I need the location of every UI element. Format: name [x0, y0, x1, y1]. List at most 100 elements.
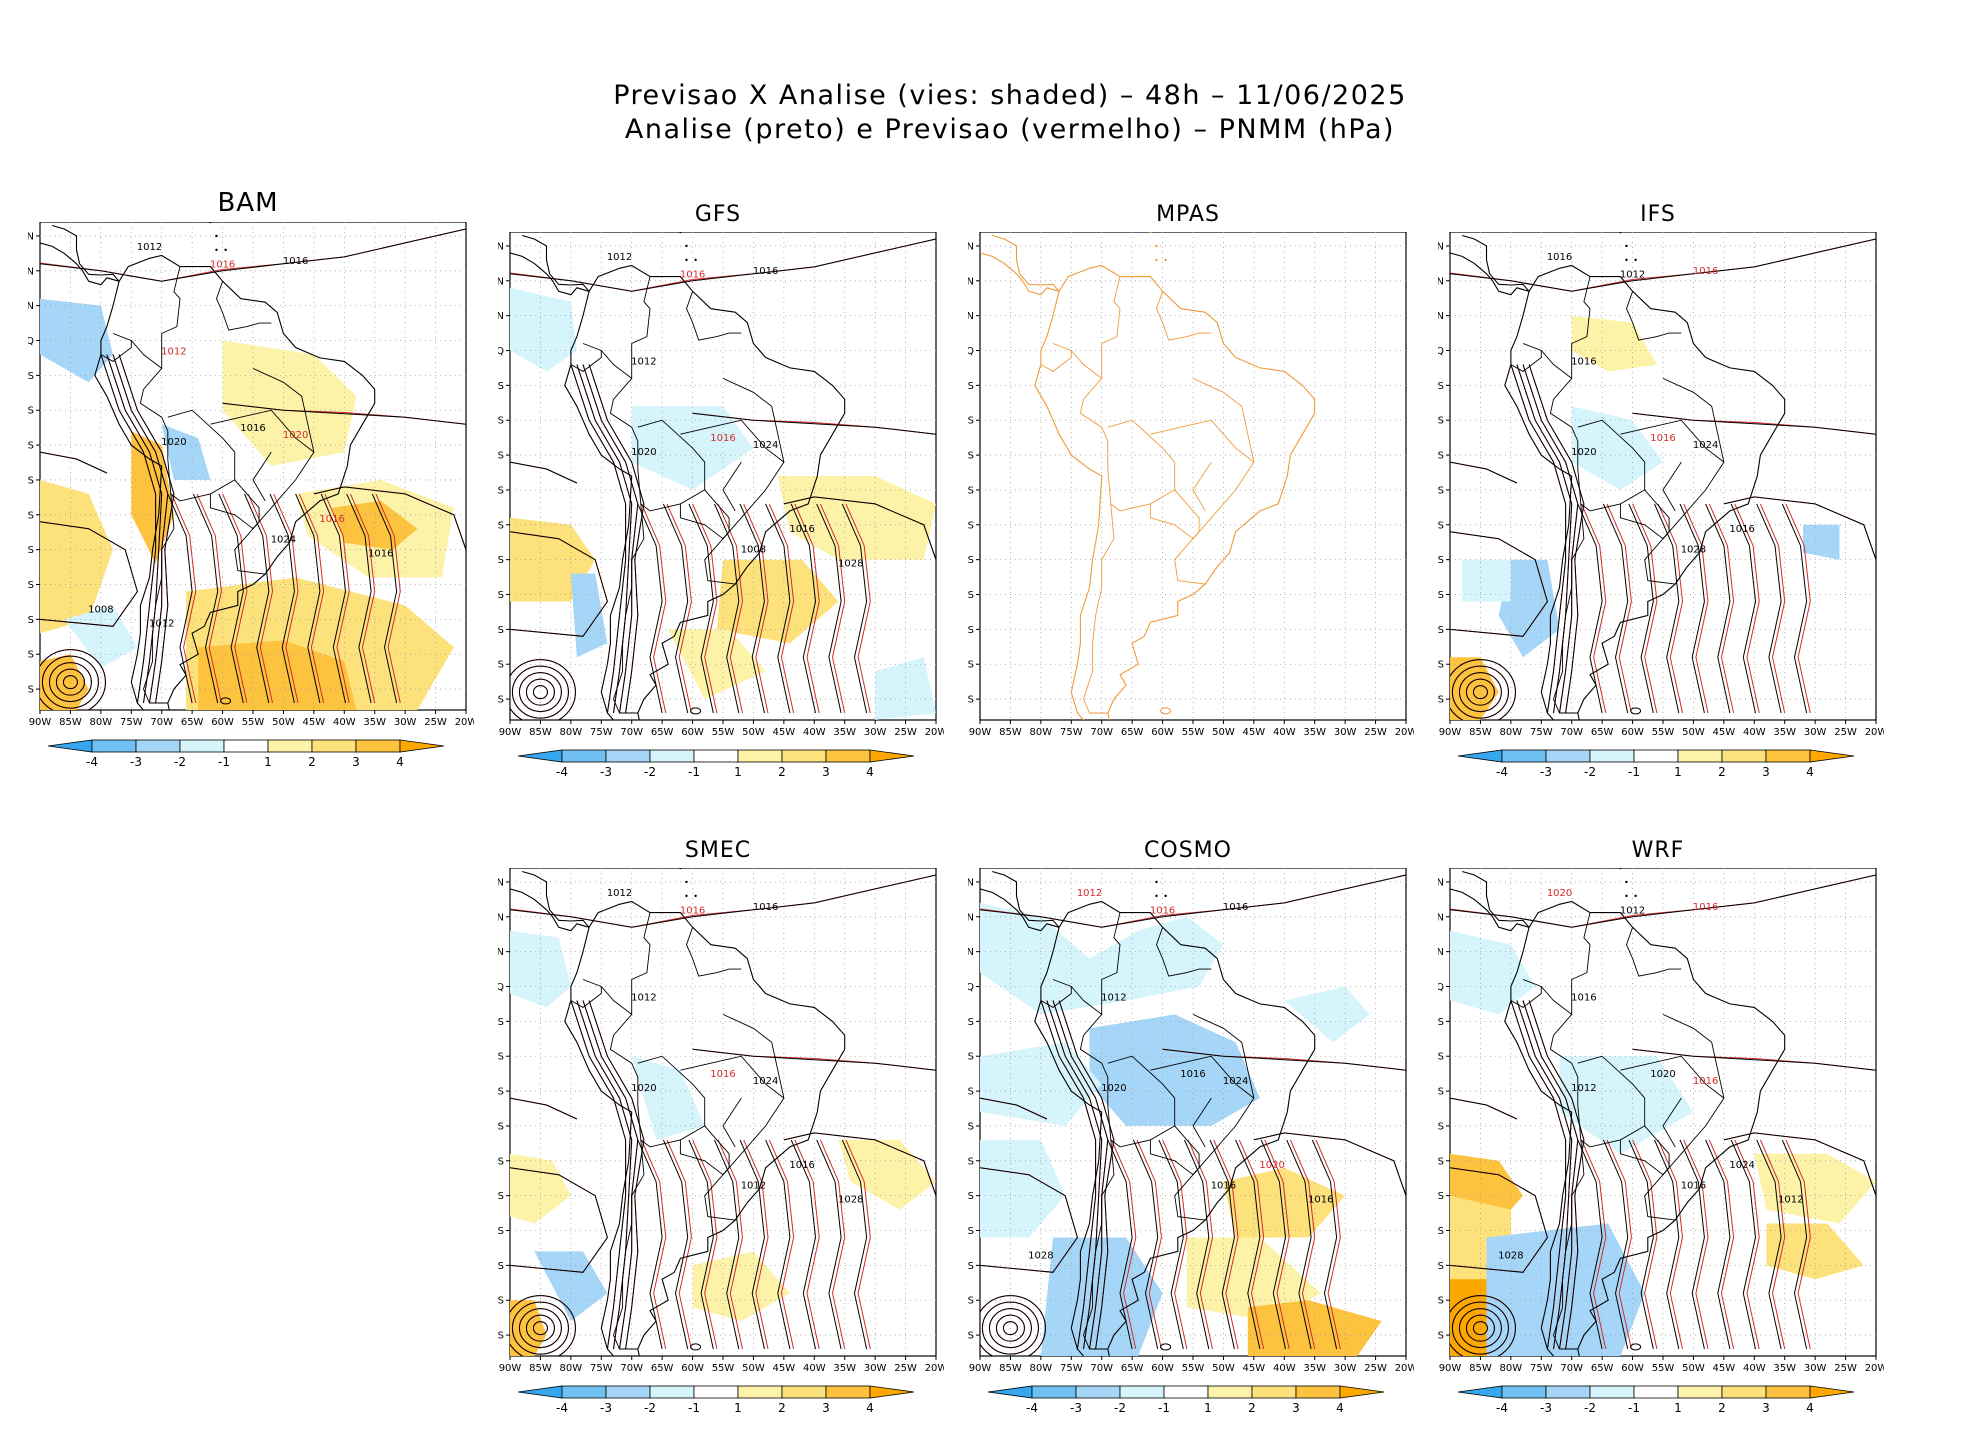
lon-tick-label: 85W — [999, 727, 1022, 738]
country-border — [1149, 489, 1200, 540]
panel-title: GFS — [694, 202, 742, 227]
country-border — [613, 503, 645, 714]
isobar-label: 1012 — [161, 346, 186, 357]
colorbar-label: 3 — [1292, 1401, 1300, 1415]
lat-tick-label: 10S — [968, 1052, 974, 1063]
lat-tick-label: 5N — [968, 947, 974, 958]
colorbar-segment — [1809, 749, 1855, 763]
colorbar-label: 1 — [1674, 765, 1682, 779]
map-panel-mpas: MPAS 15N 10N 5N EQ 5S 10S 15S 20S 25S 30S 35S 40S 45… — [968, 202, 1414, 742]
island — [215, 248, 218, 252]
lat-tick-label: 30S — [1438, 1191, 1444, 1202]
colorbar-segment — [1677, 1385, 1723, 1399]
island — [1634, 258, 1637, 262]
lon-tick-label: 65W — [1121, 727, 1144, 738]
colorbar-label: -3 — [1070, 1401, 1082, 1415]
colorbar-segment — [561, 749, 607, 763]
lat-tick-label: 10S — [968, 416, 974, 427]
panel-title: IFS — [1640, 202, 1676, 227]
lon-tick-label: 90W — [499, 1363, 522, 1374]
lat-tick-label: 25S — [498, 1156, 504, 1167]
lon-tick-label: 65W — [1121, 1363, 1144, 1374]
isobar-label: 1024 — [1223, 1076, 1248, 1087]
colorbar-label: 2 — [1718, 765, 1726, 779]
lat-tick-label: EQ — [28, 336, 34, 347]
lat-tick-label: 5S — [968, 381, 974, 392]
colorbar-label: 2 — [778, 765, 786, 779]
map-canvas: 1012 1016 1016 1012 1020 1016 1024 1016 1012 1028… — [498, 868, 944, 1374]
colorbar: -4 -3 -2 -1 1 2 3 4 — [47, 739, 445, 769]
lat-tick-label: 5N — [1438, 947, 1444, 958]
lon-tick-label: 35W — [833, 1363, 856, 1374]
country-border — [609, 1014, 706, 1148]
lat-tick-label: 35S — [498, 590, 504, 601]
isobar-label: 1020 — [1259, 1160, 1284, 1171]
falkland-islands — [1160, 707, 1172, 715]
colorbar-label: 1 — [734, 1401, 742, 1415]
lon-tick-label: 75W — [1060, 727, 1083, 738]
coastline — [1504, 900, 1786, 1356]
bias-shading — [1766, 1223, 1864, 1280]
country-border — [1644, 531, 1676, 585]
bias-shading — [777, 476, 936, 560]
island — [1634, 894, 1637, 898]
colorbar: -4 -3 -2 -1 1 2 3 4 — [1457, 749, 1855, 779]
country-border — [210, 409, 315, 453]
colorbar-segment — [1295, 1385, 1341, 1399]
colorbar-segment — [135, 739, 181, 753]
lat-tick-label: 20S — [968, 1121, 974, 1132]
isobar-label: 1016 — [283, 256, 308, 267]
lon-tick-label: 65W — [1591, 1363, 1614, 1374]
lat-tick-label: 50S — [28, 685, 34, 696]
country-border — [1662, 1097, 1682, 1148]
lat-tick-label: 15N — [498, 877, 504, 888]
bias-shading — [222, 340, 357, 466]
isobar-label: 1012 — [607, 888, 632, 899]
island — [1625, 894, 1628, 898]
coastline — [1462, 870, 1530, 928]
lat-tick-label: 15N — [498, 241, 504, 252]
country-border — [1079, 378, 1176, 512]
bias-shading — [64, 605, 138, 669]
country-border — [112, 266, 181, 370]
colorbar-segment — [1633, 749, 1679, 763]
bias-shading — [40, 479, 113, 634]
bias-shading — [510, 1300, 547, 1356]
isobar-label: 1008 — [88, 604, 113, 615]
isobar-label: 1016 — [710, 1069, 735, 1080]
lon-tick-label: 70W — [1560, 727, 1583, 738]
isobar-label: 1024 — [753, 440, 778, 451]
colorbar-segment — [517, 1385, 563, 1399]
isobar-label: 1012 — [631, 356, 656, 367]
lon-tick-label: 25W — [894, 1363, 917, 1374]
isobar-label: 1016 — [240, 423, 265, 434]
colorbar-segment — [1545, 749, 1591, 763]
country-border — [680, 419, 785, 463]
isobar-label: 1016 — [753, 902, 778, 913]
lon-tick-label: 45W — [773, 1363, 796, 1374]
country-border — [686, 291, 742, 341]
country-border — [582, 276, 651, 380]
country-border — [1644, 1167, 1676, 1221]
country-border — [1662, 377, 1725, 539]
lat-tick-label: 5N — [498, 947, 504, 958]
lat-tick-label: EQ — [968, 982, 974, 993]
country-border — [100, 340, 132, 362]
lat-tick-label: 15S — [968, 1087, 974, 1098]
colorbar-segment — [781, 1385, 827, 1399]
island — [694, 894, 697, 898]
isobar-label: 1020 — [283, 430, 308, 441]
colorbar-label: 2 — [1248, 1401, 1256, 1415]
colorbar-label: -3 — [600, 1401, 612, 1415]
colorbar-label: 2 — [1718, 1401, 1726, 1415]
isobar-label: 1016 — [680, 905, 705, 916]
lon-tick-label: 85W — [59, 717, 82, 728]
colorbar-label: 4 — [1336, 1401, 1344, 1415]
panel-title: MPAS — [1156, 202, 1220, 227]
lat-tick-label: 15N — [1438, 877, 1444, 888]
island — [1155, 258, 1158, 262]
country-border — [1150, 419, 1255, 463]
lon-tick-label: 30W — [864, 727, 887, 738]
lat-tick-label: 25S — [1438, 520, 1444, 531]
coastline — [1450, 252, 1530, 296]
